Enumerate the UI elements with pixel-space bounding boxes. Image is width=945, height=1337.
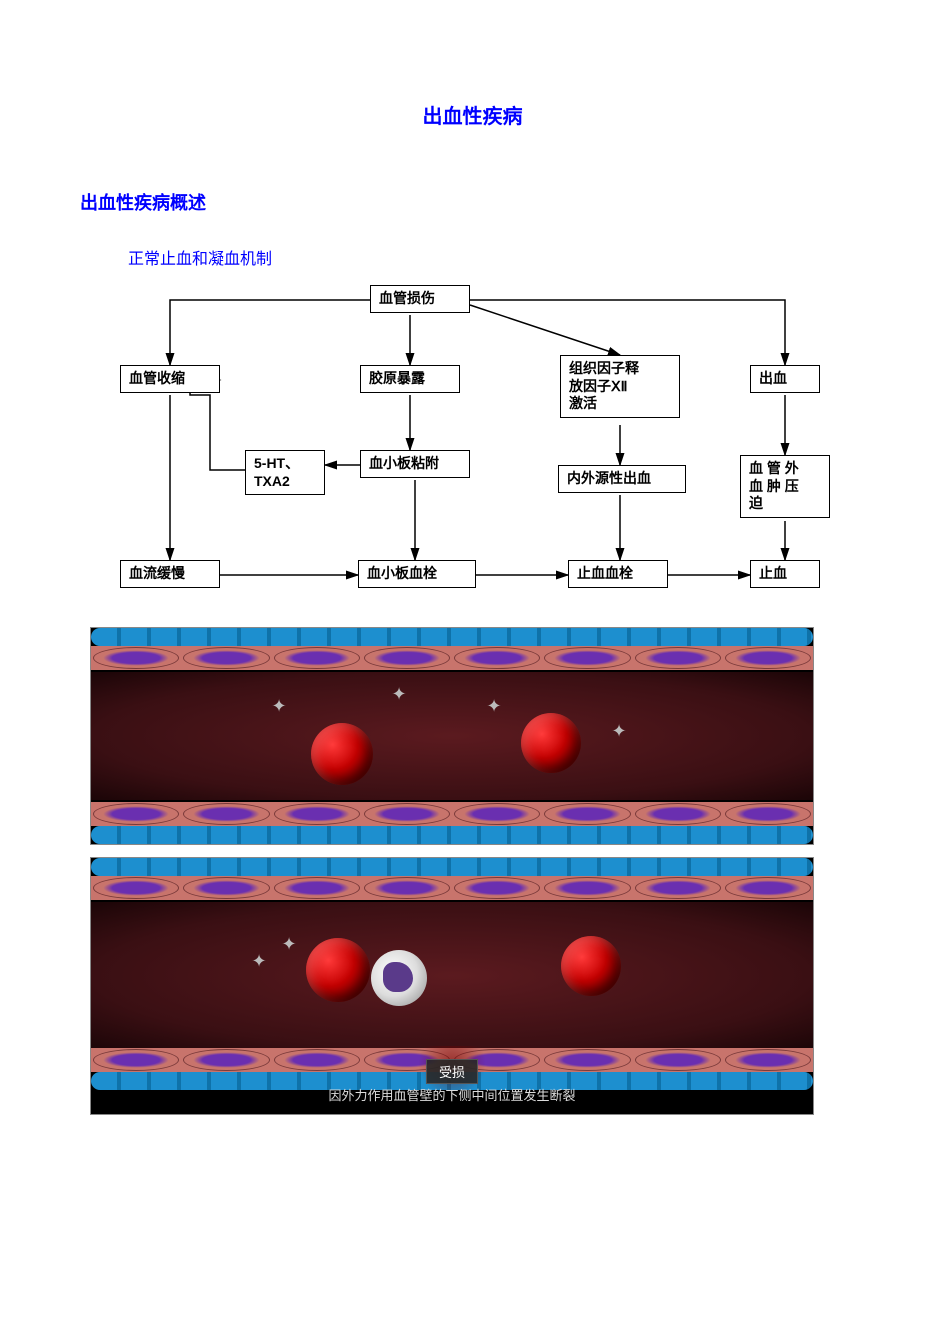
red-blood-cell xyxy=(561,936,621,996)
platelet-icon: ✦ xyxy=(611,723,627,739)
illustration-caption: 因外力作用血管壁的下侧中间位置发生断裂 xyxy=(328,1085,575,1104)
subsection-heading: 正常止血和凝血机制 xyxy=(128,245,865,269)
flow-edge xyxy=(470,305,620,355)
flow-node-intrinsic: 内外源性出血 xyxy=(558,465,686,493)
platelet-icon: ✦ xyxy=(486,698,502,714)
flow-node-fiveht: 5-HT、 TXA2 xyxy=(245,450,325,495)
red-blood-cell xyxy=(521,713,581,773)
hemostasis-flowchart: 血管损伤血管收缩 胶原暴露 组织因子释 放因子ⅩⅡ 激活 出血 5-HT、 TXA2 血小… xyxy=(90,285,860,615)
section-heading: 出血性疾病概述 xyxy=(80,189,865,215)
endothelium-top xyxy=(91,628,813,646)
flow-node-bleeding: 出血 xyxy=(750,365,820,393)
cell-layer-bottom xyxy=(91,802,813,826)
flow-edge xyxy=(170,300,370,365)
flow-node-collagen: 胶原暴露 xyxy=(360,365,460,393)
red-blood-cell xyxy=(306,938,370,1002)
vessel-illustration-normal: ✦ ✦ ✦ ✦ xyxy=(90,627,814,845)
blood-lumen: ✦✦ xyxy=(91,902,813,1050)
cell-layer-top xyxy=(91,646,813,670)
flow-node-tissue-factor: 组织因子释 放因子ⅩⅡ 激活 xyxy=(560,355,680,418)
flow-edge xyxy=(190,380,245,470)
platelet-icon: ✦ xyxy=(251,953,267,969)
flow-node-vasoconstrict: 血管收缩 xyxy=(120,365,220,393)
endothelium-top xyxy=(91,858,813,876)
platelet-icon: ✦ xyxy=(391,686,407,702)
tissue-top xyxy=(91,858,813,902)
blood-lumen: ✦ ✦ ✦ ✦ xyxy=(91,672,813,800)
flow-node-platelet-plug: 血小板血栓 xyxy=(358,560,476,588)
flow-node-adhesion: 血小板粘附 xyxy=(360,450,470,478)
platelet-icon: ✦ xyxy=(271,698,287,714)
flow-node-stop: 止血 xyxy=(750,560,820,588)
flow-node-slow-flow: 血流缓慢 xyxy=(120,560,220,588)
document-title: 出血性疾病 xyxy=(80,100,865,129)
damage-label: 受损 xyxy=(426,1059,478,1084)
flow-node-vessel-injury: 血管损伤 xyxy=(370,285,470,313)
white-blood-cell xyxy=(371,950,427,1006)
document-page: 出血性疾病 出血性疾病概述 正常止血和凝血机制 血管损伤血管收缩 胶原暴露 组织因子… xyxy=(0,0,945,1155)
red-blood-cell xyxy=(311,723,373,785)
tissue-top xyxy=(91,628,813,672)
platelet-icon: ✦ xyxy=(281,936,297,952)
tissue-bottom xyxy=(91,800,813,844)
endothelium-bottom xyxy=(91,826,813,844)
flow-node-ext-pressure: 血 管 外 血 肿 压 迫 xyxy=(740,455,830,518)
flow-node-hemo-plug: 止血血栓 xyxy=(568,560,668,588)
cell-layer-top xyxy=(91,876,813,900)
vessel-illustration-damaged: ✦✦ 受损 因外力作用血管壁的下侧中间位置发生断裂 xyxy=(90,857,814,1115)
